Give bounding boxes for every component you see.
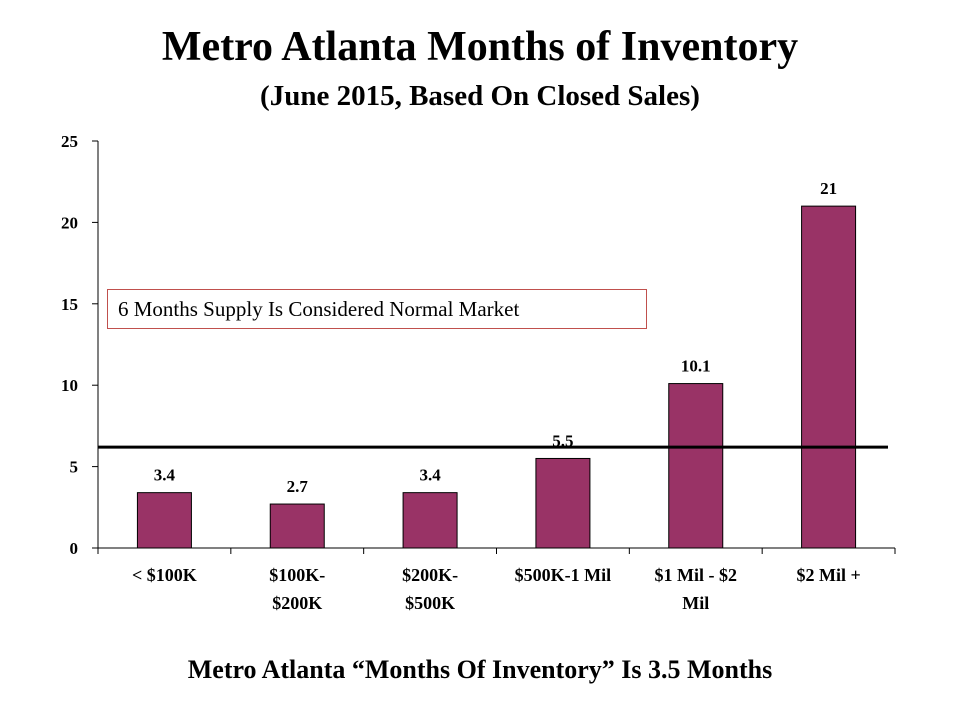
category-label-0-line-0: < $100K [132,565,197,585]
data-label-4: 10.1 [681,357,711,376]
y-tick-label-2: 10 [61,376,78,395]
category-label-5-line-0: $2 Mil + [796,565,860,585]
category-label-5: $2 Mil + [796,565,860,585]
bar-5 [801,205,857,549]
category-label-1-line-0: $100K- [269,565,325,585]
category-label-2: $200K- $500K [402,565,458,613]
bar-3 [535,457,591,549]
bar-chart: 0 5 10 15 20 25 3.4 < $100K 2.7 $100K- $200K 3.4 $20… [61,132,896,613]
y-tick-label-3: 15 [61,295,78,314]
category-label-1-line-1: $200K [272,593,322,613]
y-tick-label-1: 5 [70,458,79,477]
chart-title: Metro Atlanta Months of Inventory [161,24,799,70]
data-label-2: 3.4 [419,466,441,485]
chart-subtitle: (June 2015, Based On Closed Sales) [260,80,700,112]
bar-1 [269,503,325,549]
y-tick-label-4: 20 [61,213,78,232]
data-label-0: 3.4 [154,466,176,485]
bar-0 [136,492,192,549]
annotation-text: 6 Months Supply Is Considered Normal Mar… [118,297,520,321]
y-tick-label-5: 25 [61,132,78,151]
category-label-3-line-0: $500K-1 Mil [515,565,612,585]
category-label-4-line-0: $1 Mil - $2 [655,565,738,585]
category-label-0: < $100K [132,565,197,585]
data-label-5: 21 [820,179,837,198]
category-label-3: $500K-1 Mil [515,565,612,585]
category-label-4: $1 Mil - $2 Mil [655,565,738,613]
category-label-1: $100K- $200K [269,565,325,613]
normal-market-annotation: 6 Months Supply Is Considered Normal Mar… [107,289,647,329]
category-label-4-line-1: Mil [682,593,709,613]
footer-note: Metro Atlanta “Months Of Inventory” Is 3… [187,655,773,684]
category-label-2-line-0: $200K- [402,565,458,585]
bar-2 [402,492,458,549]
category-label-2-line-1: $500K [405,593,455,613]
data-label-1: 2.7 [287,477,309,496]
y-tick-label-0: 0 [70,539,79,558]
bar-4 [668,383,724,549]
